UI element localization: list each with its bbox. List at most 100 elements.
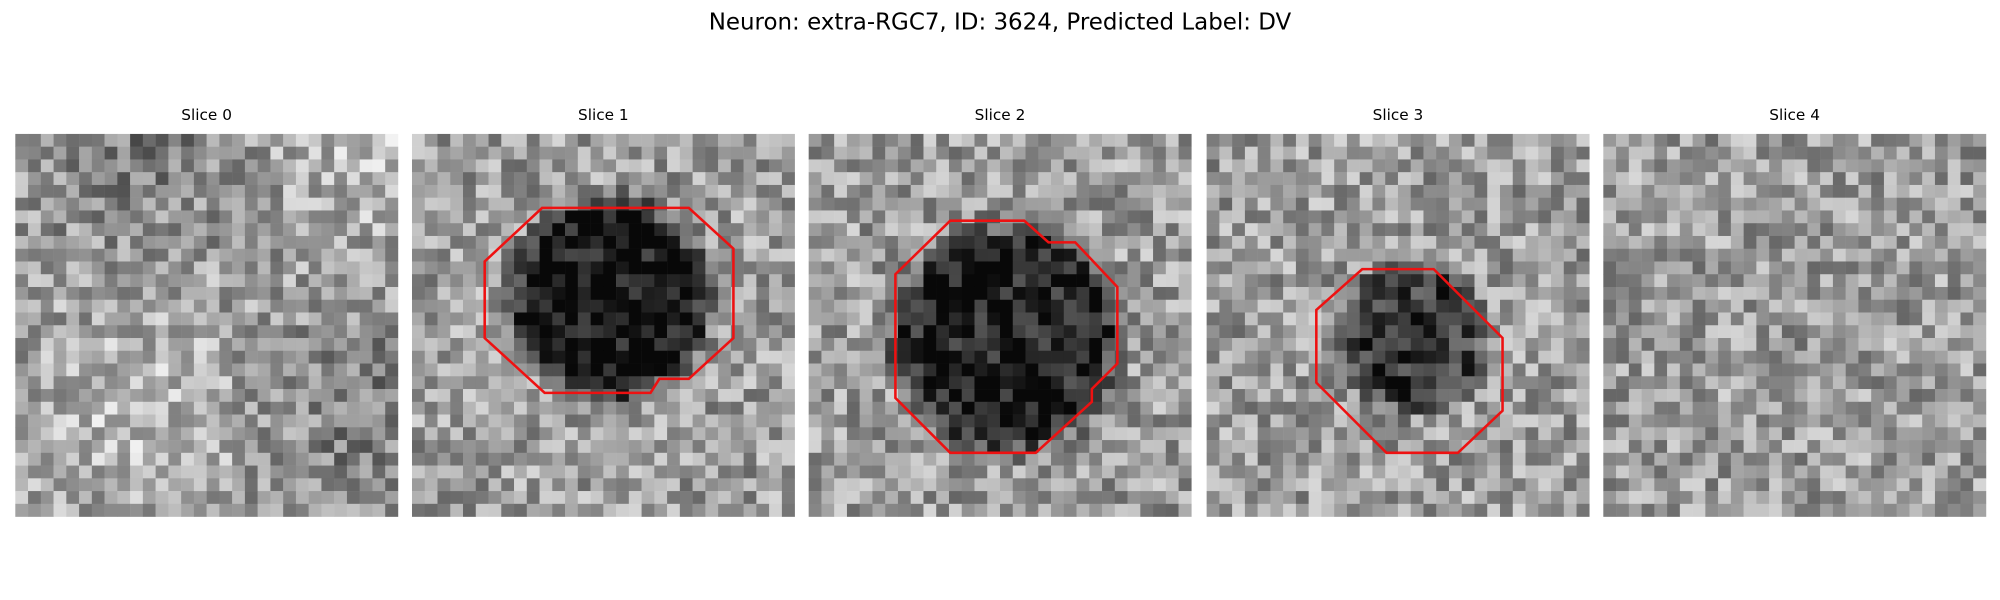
pixel [1679,223,1693,237]
pixel [1308,478,1322,492]
pixel [1076,299,1090,313]
pixel [91,299,105,313]
pixel [142,440,156,454]
pixel [1769,325,1783,339]
pixel [142,210,156,224]
pixel [1603,261,1617,275]
pixel [910,248,924,262]
pixel [1667,440,1681,454]
pixel [1756,274,1770,288]
pixel [424,350,438,364]
pixel [1705,261,1719,275]
pixel [1114,184,1128,198]
pixel [1244,133,1258,147]
pixel [616,274,630,288]
pixel [1603,414,1617,428]
pixel [1922,389,1936,403]
pixel [219,146,233,160]
pixel [372,261,386,275]
pixel [1960,465,1974,479]
pixel [1960,338,1974,352]
pixel [1743,286,1757,300]
pixel [1909,184,1923,198]
pixel [821,452,835,466]
pixel [1244,376,1258,390]
pixel [1012,478,1026,492]
pixel [552,376,566,390]
pixel [781,159,795,173]
pixel [1474,478,1488,492]
pixel [501,452,515,466]
pixel [846,223,860,237]
pixel [475,350,489,364]
pixel [53,312,67,326]
pixel [463,325,477,339]
pixel [1576,325,1590,339]
pixel [117,491,131,505]
pixel [1973,299,1987,313]
pixel [1089,133,1103,147]
pixel [781,248,795,262]
pixel [1769,427,1783,441]
pixel [28,427,42,441]
pixel [334,338,348,352]
pixel [1165,414,1179,428]
pixel [910,235,924,249]
pixel [40,261,54,275]
pixel [1334,363,1348,377]
pixel [565,452,579,466]
pixel [743,478,757,492]
pixel [1820,478,1834,492]
pixel [769,465,783,479]
pixel [859,389,873,403]
pixel [411,350,426,364]
pixel [1474,414,1488,428]
pixel [295,338,309,352]
pixel [1973,184,1987,198]
pixel [1140,299,1154,313]
pixel [1794,197,1808,211]
pixel [781,478,795,492]
pixel [1973,133,1987,147]
pixel [1063,197,1077,211]
pixel [1346,299,1360,313]
pixel [948,159,962,173]
pixel [295,350,309,364]
pixel [1372,414,1386,428]
pixel [232,184,246,198]
pixel [1705,197,1719,211]
pixel [1219,440,1233,454]
pixel [1219,210,1233,224]
pixel [923,312,937,326]
pixel [1512,286,1526,300]
pixel [40,248,54,262]
pixel [1947,491,1961,505]
pixel [987,338,1001,352]
pixel [308,159,322,173]
pixel [1538,235,1552,249]
pixel [1845,427,1859,441]
pixel [1219,312,1233,326]
pixel [79,299,93,313]
pixel [53,325,67,339]
pixel [1423,172,1437,186]
pixel [743,286,757,300]
pixel [91,159,105,173]
pixel [628,491,642,505]
pixel [1667,401,1681,415]
pixel [463,159,477,173]
pixel [321,440,335,454]
pixel [1551,197,1565,211]
pixel [79,133,93,147]
pixel [974,452,988,466]
pixel [385,350,399,364]
pixel [1089,146,1103,160]
pixel [1127,478,1141,492]
pixel [1769,184,1783,198]
pixel [346,401,360,415]
pixel [1410,133,1424,147]
pixel [1397,223,1411,237]
pixel [411,146,426,160]
pixel [1308,465,1322,479]
pixel [1232,223,1246,237]
